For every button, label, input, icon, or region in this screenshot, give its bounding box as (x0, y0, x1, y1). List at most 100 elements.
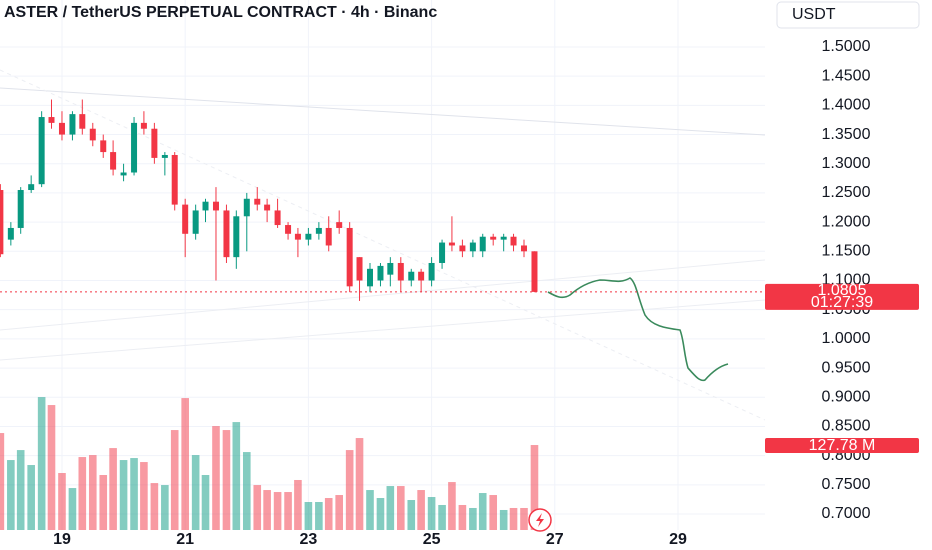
candle-body (264, 204, 271, 211)
volume-bar (78, 457, 87, 530)
grid (0, 0, 765, 530)
candle-body (377, 265, 384, 281)
volume-bar (88, 455, 97, 530)
volume-bar (448, 482, 456, 530)
volume-bar (458, 504, 467, 530)
volume-bar (530, 445, 539, 530)
volume-bar (407, 500, 416, 530)
candle-body (469, 242, 476, 252)
x-tick-label: 29 (669, 531, 687, 548)
volume-bar (273, 492, 282, 530)
volume-bar (520, 507, 528, 530)
volume-bar (427, 497, 436, 530)
candle-body (366, 268, 373, 287)
candle-body (356, 257, 363, 281)
currency-box[interactable] (776, 1, 920, 29)
last-price-label: 1.0805 (818, 282, 867, 299)
volume-bar (170, 430, 179, 530)
volume-bar (294, 479, 302, 530)
volume-bar (469, 507, 477, 530)
candle-body (294, 233, 301, 240)
volume-bar (16, 450, 25, 530)
y-tick-label: 1.1500 (822, 243, 871, 260)
y-tick-label: 0.8500 (822, 418, 871, 435)
y-tick-label: 0.9500 (822, 359, 871, 376)
volume-bar (58, 473, 66, 530)
candle-body (202, 201, 209, 211)
volume-bar (386, 486, 395, 530)
trend-line (0, 299, 765, 361)
volume-bar (263, 490, 271, 530)
volume-bar (304, 502, 313, 530)
candle-body (89, 128, 96, 141)
volume-bar (222, 430, 231, 530)
volume-bar (37, 397, 46, 530)
candle-body (285, 225, 292, 234)
volume-bar (161, 485, 169, 530)
volume-bar (232, 422, 241, 530)
volume-bar (499, 509, 508, 530)
currency-label[interactable]: USDT (792, 6, 836, 23)
drawings (0, 69, 765, 421)
trend-line (0, 87, 765, 136)
hand-drawn-forecast (547, 277, 729, 382)
axes: 0.70000.75000.80000.85000.90000.95001.00… (53, 38, 919, 548)
candle-body (397, 262, 404, 281)
volume-bar (366, 490, 374, 530)
candle-body (408, 271, 415, 281)
candle-body (243, 198, 250, 217)
volume-bar (140, 462, 148, 530)
volume-label: 127.78 M (809, 437, 876, 454)
y-tick-label: 1.4500 (822, 67, 871, 84)
candle-body (110, 152, 117, 170)
volume-bar (376, 498, 385, 530)
volume-bar (130, 458, 138, 530)
y-tick-label: 0.7500 (822, 476, 871, 493)
volume-bar (335, 495, 343, 530)
candle-body (7, 227, 14, 240)
y-tick-label: 1.4000 (822, 97, 871, 114)
volume-bar (212, 426, 220, 530)
volume-bar (109, 448, 117, 530)
candle-body (490, 236, 497, 240)
volume-bar (27, 465, 35, 530)
last-price-box (765, 283, 919, 310)
volume-bar (99, 475, 108, 530)
candle-body (233, 216, 240, 258)
volume-bar (396, 486, 405, 530)
candle-body (161, 154, 168, 158)
candle-body (274, 210, 281, 226)
candle-body (521, 245, 528, 252)
candle-body (510, 236, 517, 246)
candle-body (387, 262, 394, 275)
volume-bar (181, 398, 189, 530)
volume-bar (119, 460, 128, 530)
volume-label-box (765, 438, 919, 454)
candle-body (346, 227, 353, 287)
x-tick-label: 23 (299, 531, 317, 548)
candle-body (140, 122, 147, 129)
candle-body (151, 128, 158, 158)
candle-body (131, 122, 138, 173)
y-tick-label: 0.7000 (822, 505, 871, 522)
candle-body (315, 227, 322, 234)
volume-bar (489, 495, 498, 530)
volume-bar (201, 475, 210, 530)
chart-title: ASTER / TetherUS PERPETUAL CONTRACT · 4h… (4, 4, 437, 21)
volume-bar (345, 450, 354, 530)
candle-body (0, 190, 4, 255)
candle-body (459, 245, 466, 252)
candle-body (479, 236, 486, 252)
countdown-label: 01:27:39 (811, 294, 873, 311)
x-tick-label: 27 (546, 531, 564, 548)
volume-bar (47, 405, 56, 530)
volume-bar (253, 485, 262, 530)
volume-bar (7, 460, 15, 530)
candle-body (38, 117, 45, 185)
candle-body (439, 242, 446, 263)
volume-bar (284, 492, 292, 530)
candle-body (69, 114, 76, 135)
candle-body (428, 262, 435, 281)
volume-bar (324, 498, 333, 530)
